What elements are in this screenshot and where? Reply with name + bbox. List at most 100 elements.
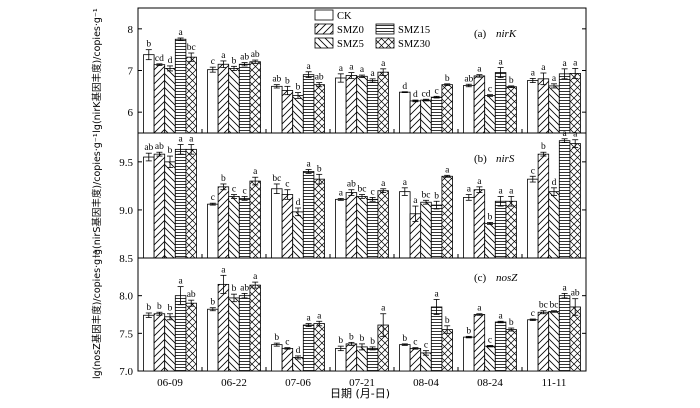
panel-gene-nirS: nirS — [496, 153, 515, 165]
significance-letter-nirK: b — [232, 56, 237, 66]
significance-letter-nirK: a — [381, 59, 386, 69]
significance-letter-nosZ: b — [338, 336, 343, 346]
significance-letter-nirK: a — [360, 65, 365, 75]
y-axis-label-nosZ: lg(nosZ基因丰度)/copies·g⁻¹ — [91, 250, 103, 379]
y-tick-label-nirK: 7 — [128, 66, 134, 78]
bar-nirS-CK-06-09 — [143, 156, 155, 259]
bar-nosZ-SMZ5-06-22 — [228, 297, 240, 372]
bar-nosZ-CK-08-24 — [463, 336, 475, 372]
significance-letter-nirK: a — [573, 58, 578, 68]
significance-letter-nosZ: b — [445, 316, 450, 326]
bar-nosZ-SMZ0-06-09 — [153, 313, 166, 372]
significance-letter-nosZ: a — [221, 265, 226, 275]
bar-nirK-CK-08-04 — [399, 91, 411, 134]
bar-nirS-SMZ30-08-04 — [441, 175, 453, 259]
bar-nirK-CK-07-06 — [271, 85, 283, 134]
significance-letter-nirS: bc — [272, 174, 281, 184]
significance-letter-nirK: d — [413, 90, 418, 100]
bar-nosZ-SMZ0-07-21 — [345, 343, 358, 372]
significance-letter-nirK: ab — [315, 73, 324, 83]
significance-letter-nirS: a — [498, 186, 503, 196]
significance-letter-nirK: b — [445, 74, 450, 84]
y-axis-label-nirK: lg(nirK基因丰度)/copies·g⁻¹ — [91, 8, 103, 133]
bar-nirK-SMZ5-08-24 — [484, 95, 496, 134]
legend-label-SMZ30: SMZ30 — [398, 39, 430, 50]
significance-letter-nosZ: b — [210, 298, 215, 308]
legend-label-SMZ0: SMZ0 — [337, 25, 364, 36]
bar-nirK-SMZ0-11-11 — [537, 78, 550, 134]
bar-nirK-SMZ0-07-06 — [281, 90, 294, 134]
bar-nosZ-CK-11-11 — [527, 319, 539, 372]
bar-nirS-SMZ0-06-09 — [153, 153, 166, 259]
significance-letter-nirK: a — [562, 59, 567, 69]
significance-letter-nirS: a — [339, 188, 344, 198]
significance-letter-nirS: a — [509, 186, 514, 196]
significance-letter-nirK: bc — [187, 43, 196, 53]
significance-letter-nirS: bc — [358, 185, 367, 195]
significance-letter-nirK: cd — [422, 89, 431, 99]
bar-nirS-SMZ15-07-06 — [302, 171, 315, 259]
significance-letter-nosZ: ab — [187, 290, 196, 300]
significance-letter-nirS: d — [296, 198, 301, 208]
bar-nirS-CK-06-22 — [207, 203, 219, 259]
significance-letter-nosZ: b — [349, 332, 354, 342]
bar-nirS-SMZ30-07-21 — [377, 190, 389, 259]
significance-letter-nirS: a — [253, 167, 258, 177]
significance-letter-nirS: c — [211, 193, 215, 203]
significance-letter-nirS: c — [531, 166, 535, 176]
significance-letter-nosZ: c — [424, 341, 428, 351]
significance-letter-nirS: a — [381, 179, 386, 189]
bar-nosZ-CK-06-09 — [143, 314, 155, 372]
panel-nosZ: 7.0 7.5 8.0 lg(nosZ基因丰度)/copies·g⁻¹ (c) nosZ b… — [91, 250, 587, 379]
bar-nirK-SMZ5-08-04 — [420, 99, 432, 134]
bar-nirS-SMZ30-06-09 — [185, 148, 197, 259]
y-tick-label-nirK: 8 — [128, 24, 134, 36]
bar-nirK-SMZ5-06-22 — [228, 68, 240, 134]
significance-letter-nirK: ab — [251, 50, 260, 60]
bar-nirS-SMZ15-06-22 — [238, 197, 251, 259]
y-axis-label-nirS: lg(nirS基因丰度)/copies·g⁻¹ — [91, 133, 103, 257]
bar-nirS-SMZ5-06-09 — [164, 161, 176, 259]
significance-letter-nirS: b — [317, 164, 322, 174]
significance-letter-nirK: a — [552, 74, 557, 84]
significance-letter-nirS: ab — [144, 143, 153, 153]
significance-letter-nirK: c — [211, 57, 215, 67]
x-tick-labels: 06-09 06-22 07-06 07-21 08-04 08-24 11-11 — [157, 377, 566, 389]
significance-letter-nosZ: c — [285, 338, 289, 348]
significance-letter-nosZ: a — [562, 283, 567, 293]
bar-nirK-SMZ30-06-22 — [249, 61, 261, 134]
x-tick-label: 08-04 — [413, 377, 439, 389]
significance-letter-nosZ: b — [274, 333, 279, 343]
bar-nosZ-SMZ5-11-11 — [548, 311, 560, 372]
significance-letter-nosZ: a — [381, 304, 386, 314]
bar-nirK-SMZ15-08-04 — [430, 96, 443, 134]
panel-tag-nirS: (b) — [474, 153, 487, 165]
significance-letter-nosZ: a — [306, 314, 311, 324]
bar-nirS-CK-08-04 — [399, 191, 411, 259]
significance-letter-nirK: ab — [272, 75, 281, 85]
bar-nosZ-SMZ30-07-06 — [313, 323, 325, 372]
significance-letter-nirS: a — [403, 178, 408, 188]
y-tick-label-nirS: 9.5 — [119, 157, 133, 169]
bar-nirK-SMZ5-07-06 — [292, 95, 304, 134]
bar-nirK-SMZ30-06-09 — [185, 56, 197, 134]
significance-letter-nosZ: ab — [240, 283, 249, 293]
bar-nirS-SMZ0-11-11 — [537, 153, 550, 259]
significance-letter-nosZ: bc — [539, 301, 548, 311]
bar-nirS-SMZ30-08-24 — [505, 200, 517, 259]
panel-gene-nosZ: nosZ — [496, 272, 518, 284]
bar-nirK-SMZ0-06-09 — [153, 64, 166, 134]
bar-nirK-SMZ15-06-22 — [238, 63, 251, 134]
bar-nirS-SMZ5-11-11 — [548, 191, 560, 259]
bar-nosZ-SMZ0-07-06 — [281, 347, 294, 372]
significance-letter-nosZ: b — [168, 304, 173, 314]
bar-nirK-SMZ0-08-04 — [409, 100, 422, 134]
bar-nirK-CK-11-11 — [527, 80, 539, 134]
bar-nirK-SMZ30-07-21 — [377, 71, 389, 134]
bar-nirS-SMZ5-08-04 — [420, 201, 432, 259]
bar-nirS-SMZ0-07-06 — [281, 194, 294, 259]
bar-nirK-SMZ0-07-21 — [345, 75, 358, 134]
x-axis-label: 日期 (月-日) — [330, 387, 390, 400]
significance-letter-nirS: a — [178, 135, 183, 145]
